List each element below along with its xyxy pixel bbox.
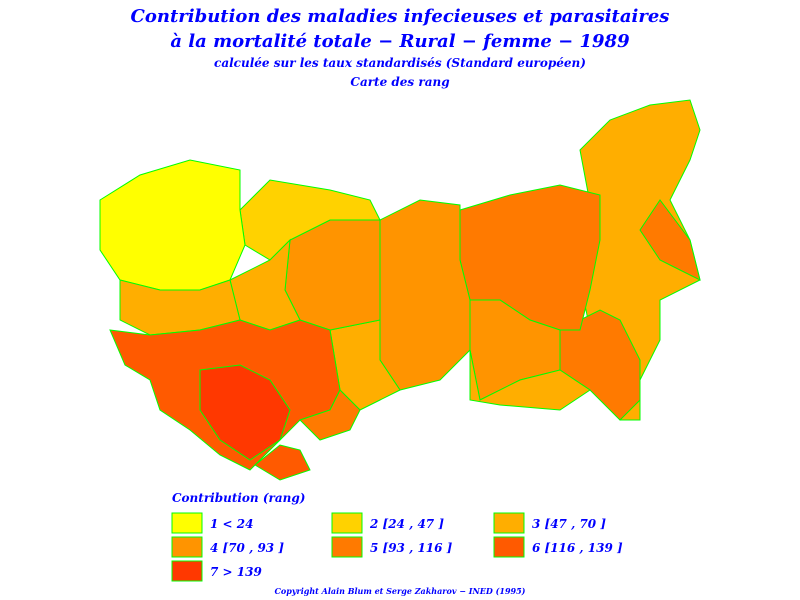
legend-swatch xyxy=(493,536,525,558)
legend-swatch xyxy=(171,560,203,582)
legend-swatch xyxy=(331,536,363,558)
region xyxy=(199,364,291,461)
legend-label: 2 [24 , 47 ] xyxy=(369,517,444,531)
legend: 1 < 24 2 [24 , 47 ] 3 [47 , 70 ] 4 [70 , 93… xyxy=(171,512,623,582)
map xyxy=(99,99,701,481)
legend-label: 6 [116 , 139 ] xyxy=(532,541,623,555)
legend-swatch xyxy=(171,512,203,534)
title: à la mortalité totale − Rural − femme − … xyxy=(170,31,630,52)
region xyxy=(284,219,381,331)
region xyxy=(99,159,246,291)
region xyxy=(379,199,471,391)
legend-label: 5 [93 , 116 ] xyxy=(370,541,453,555)
subtitle: calculée sur les taux standardisés (Stan… xyxy=(214,56,586,70)
region xyxy=(469,349,591,411)
legend-title: Contribution (rang) xyxy=(172,491,305,505)
caption: Carte des rang xyxy=(350,75,449,89)
legend-label: 7 > 139 xyxy=(210,565,262,579)
legend-swatch xyxy=(331,512,363,534)
legend-label: 4 [70 , 93 ] xyxy=(210,541,284,555)
title: Contribution des maladies infecieuses et… xyxy=(131,6,670,27)
region xyxy=(299,389,361,441)
region xyxy=(254,444,311,481)
legend-label: 1 < 24 xyxy=(210,517,253,531)
region xyxy=(639,199,701,281)
legend-label: 3 [47 , 70 ] xyxy=(532,517,606,531)
region xyxy=(239,179,381,261)
legend-swatch xyxy=(171,536,203,558)
copyright: Copyright Alain Blum et Serge Zakharov −… xyxy=(275,586,526,596)
legend-swatch xyxy=(493,512,525,534)
